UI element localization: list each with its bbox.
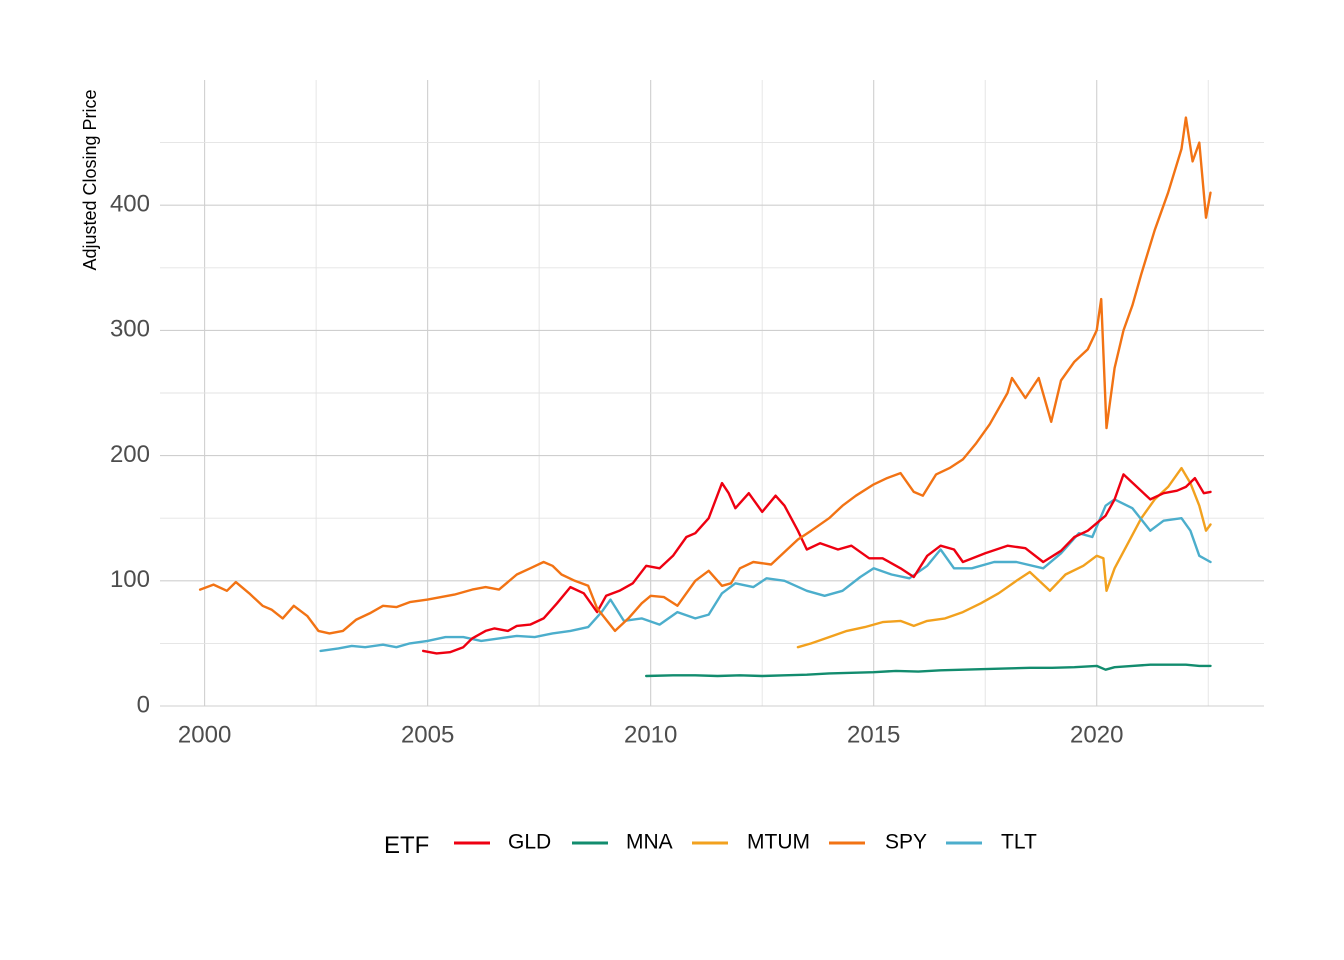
x-tick-label: 2005 [401,721,454,748]
y-tick-label: 400 [110,191,150,218]
x-axis-tick-labels: 2000 2005 2010 2015 2020 [178,721,1124,748]
legend-label-tlt: TLT [1001,831,1037,854]
legend-label-mtum: MTUM [747,831,810,854]
series-line-tlt [319,498,1212,653]
y-axis-tick-labels: 0 100 200 300 400 [110,191,150,719]
x-tick-label: 2015 [847,721,900,748]
x-tick-label: 2020 [1070,721,1123,748]
legend-label-spy: SPY [885,831,927,854]
y-axis-title: Adjusted Closing Price [80,89,100,270]
x-tick-label: 2000 [178,721,231,748]
y-tick-label: 300 [110,316,150,343]
y-tick-label: 100 [110,566,150,593]
x-tick-label: 2010 [624,721,677,748]
legend-title: ETF [384,832,429,859]
series-line-mna [645,663,1212,678]
y-tick-label: 0 [137,691,150,718]
legend-label-gld: GLD [508,831,551,854]
series-lines [198,116,1212,678]
legend-label-mna: MNA [626,831,673,854]
legend: ETF GLD MNA MTUM SPY TLT [384,831,1037,859]
series-line-spy [198,116,1212,635]
series-line-mtum [796,466,1212,649]
series-line-gld [422,473,1212,655]
grid [160,80,1264,707]
y-tick-label: 200 [110,441,150,468]
